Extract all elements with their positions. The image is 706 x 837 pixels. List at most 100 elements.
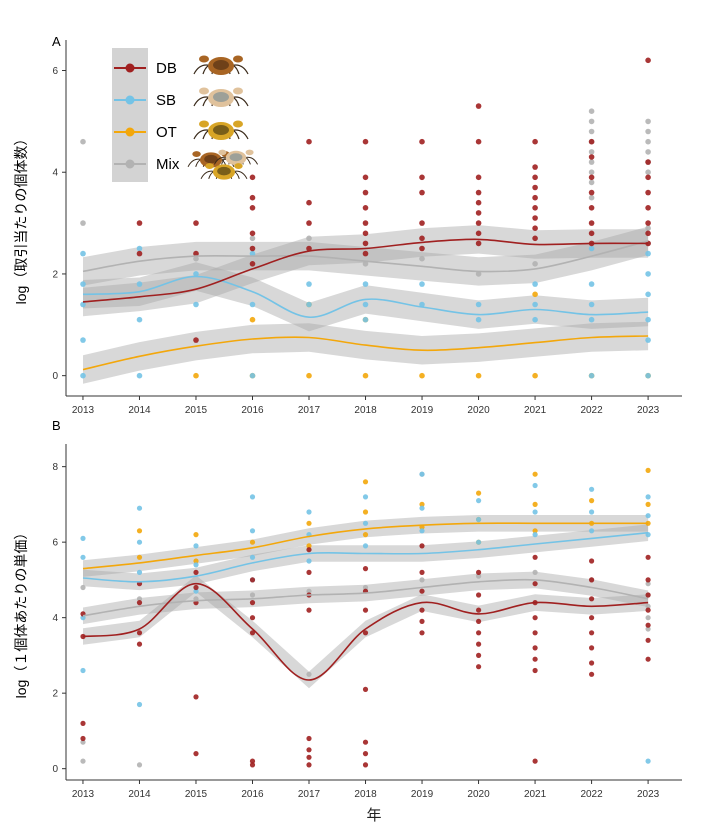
data-point-sb: [136, 701, 143, 708]
data-point-mix: [645, 615, 651, 621]
data-point-db: [419, 607, 425, 613]
data-point-sb: [419, 301, 425, 308]
data-point-db: [249, 630, 256, 636]
data-point-db: [588, 220, 595, 226]
data-point-sb: [80, 337, 86, 343]
data-point-sb: [362, 543, 369, 549]
data-point-db: [589, 615, 595, 621]
data-point-db: [362, 230, 369, 237]
data-point-sb: [589, 486, 595, 492]
data-point-db: [306, 569, 312, 576]
data-point-db: [249, 174, 256, 181]
data-point-db: [419, 138, 425, 145]
data-point-ot: [645, 467, 651, 473]
data-point-db: [80, 735, 86, 742]
data-point-db: [588, 138, 595, 145]
y-axis-title: log（１個体あたりの単価）: [13, 526, 29, 699]
confidence-band-mix: [83, 571, 649, 625]
data-point-db: [419, 235, 425, 242]
data-point-sb: [362, 494, 369, 500]
data-point-sb: [362, 281, 369, 287]
data-point-mix: [588, 159, 595, 165]
data-point-db: [419, 618, 425, 625]
y-tick-label: 0: [52, 371, 58, 382]
y-axis-title: log（取引当たりの個体数）: [13, 132, 29, 305]
data-point-sb: [588, 245, 595, 252]
x-tick-label: 2018: [354, 789, 377, 800]
data-point-sb: [645, 337, 651, 343]
x-tick-label: 2016: [241, 789, 264, 800]
data-point-sb: [249, 250, 256, 257]
data-point-sb: [588, 281, 595, 287]
data-point-mix: [645, 603, 651, 609]
data-point-sb: [476, 539, 482, 545]
data-point-mix: [588, 118, 595, 125]
data-point-ot: [532, 471, 538, 477]
data-point-sb: [136, 569, 143, 576]
data-point-db: [476, 592, 482, 598]
x-axis-title: 年: [366, 807, 381, 824]
data-point-mix: [645, 128, 651, 135]
data-point-mix: [136, 596, 143, 602]
data-point-sb: [419, 505, 425, 511]
data-point-sb: [419, 281, 425, 287]
data-point-db: [306, 138, 312, 145]
confidence-band-db: [83, 225, 649, 317]
data-point-sb: [645, 494, 651, 500]
data-point-db: [532, 205, 538, 211]
data-point-db: [645, 230, 651, 237]
x-tick-label: 2019: [411, 405, 434, 416]
data-point-db: [589, 596, 595, 602]
data-point-db: [362, 189, 369, 196]
data-point-db: [193, 694, 199, 700]
data-point-mix: [80, 220, 86, 226]
y-tick-label: 2: [52, 269, 58, 280]
data-point-mix: [362, 584, 369, 591]
data-point-sb: [645, 291, 651, 298]
data-point-db: [532, 554, 538, 560]
data-point-sb: [193, 301, 199, 308]
data-point-mix: [588, 149, 595, 155]
panel-label: B: [52, 418, 61, 433]
data-point-mix: [588, 194, 595, 201]
data-point-sb: [419, 471, 425, 477]
data-point-ot: [136, 554, 143, 560]
data-point-db: [588, 189, 595, 196]
data-point-db: [136, 220, 143, 226]
data-point-db: [362, 751, 369, 757]
data-point-db: [532, 581, 538, 587]
data-point-db: [419, 189, 425, 196]
data-point-sb: [645, 758, 651, 764]
data-point-sb: [249, 372, 256, 379]
data-point-mix: [588, 128, 595, 135]
data-point-ot: [532, 291, 538, 298]
confidence-band-ot: [83, 515, 649, 577]
data-point-mix: [249, 235, 256, 242]
data-point-db: [645, 577, 651, 583]
data-point-db: [532, 667, 538, 674]
data-point-db: [362, 607, 369, 613]
data-point-db: [476, 652, 482, 659]
data-point-sb: [193, 588, 199, 594]
data-point-db: [306, 754, 312, 760]
data-point-mix: [588, 108, 595, 114]
data-point-db: [475, 103, 482, 109]
data-point-db: [136, 641, 143, 647]
data-point-mix: [645, 118, 651, 125]
data-point-db: [419, 174, 425, 181]
data-point-db: [419, 245, 425, 252]
data-point-db: [193, 250, 199, 257]
data-point-mix: [80, 739, 86, 745]
data-point-db: [249, 245, 256, 252]
data-point-sb: [645, 271, 651, 277]
legend: DB SB OT Mix: [112, 48, 259, 182]
data-point-sb: [476, 498, 482, 504]
data-point-sb: [249, 528, 256, 534]
data-point-db: [136, 250, 143, 257]
legend-dot-db: [125, 63, 135, 73]
data-point-ot: [419, 372, 425, 379]
data-point-sb: [193, 543, 199, 549]
data-point-mix: [475, 271, 482, 277]
data-point-sb: [645, 372, 651, 379]
